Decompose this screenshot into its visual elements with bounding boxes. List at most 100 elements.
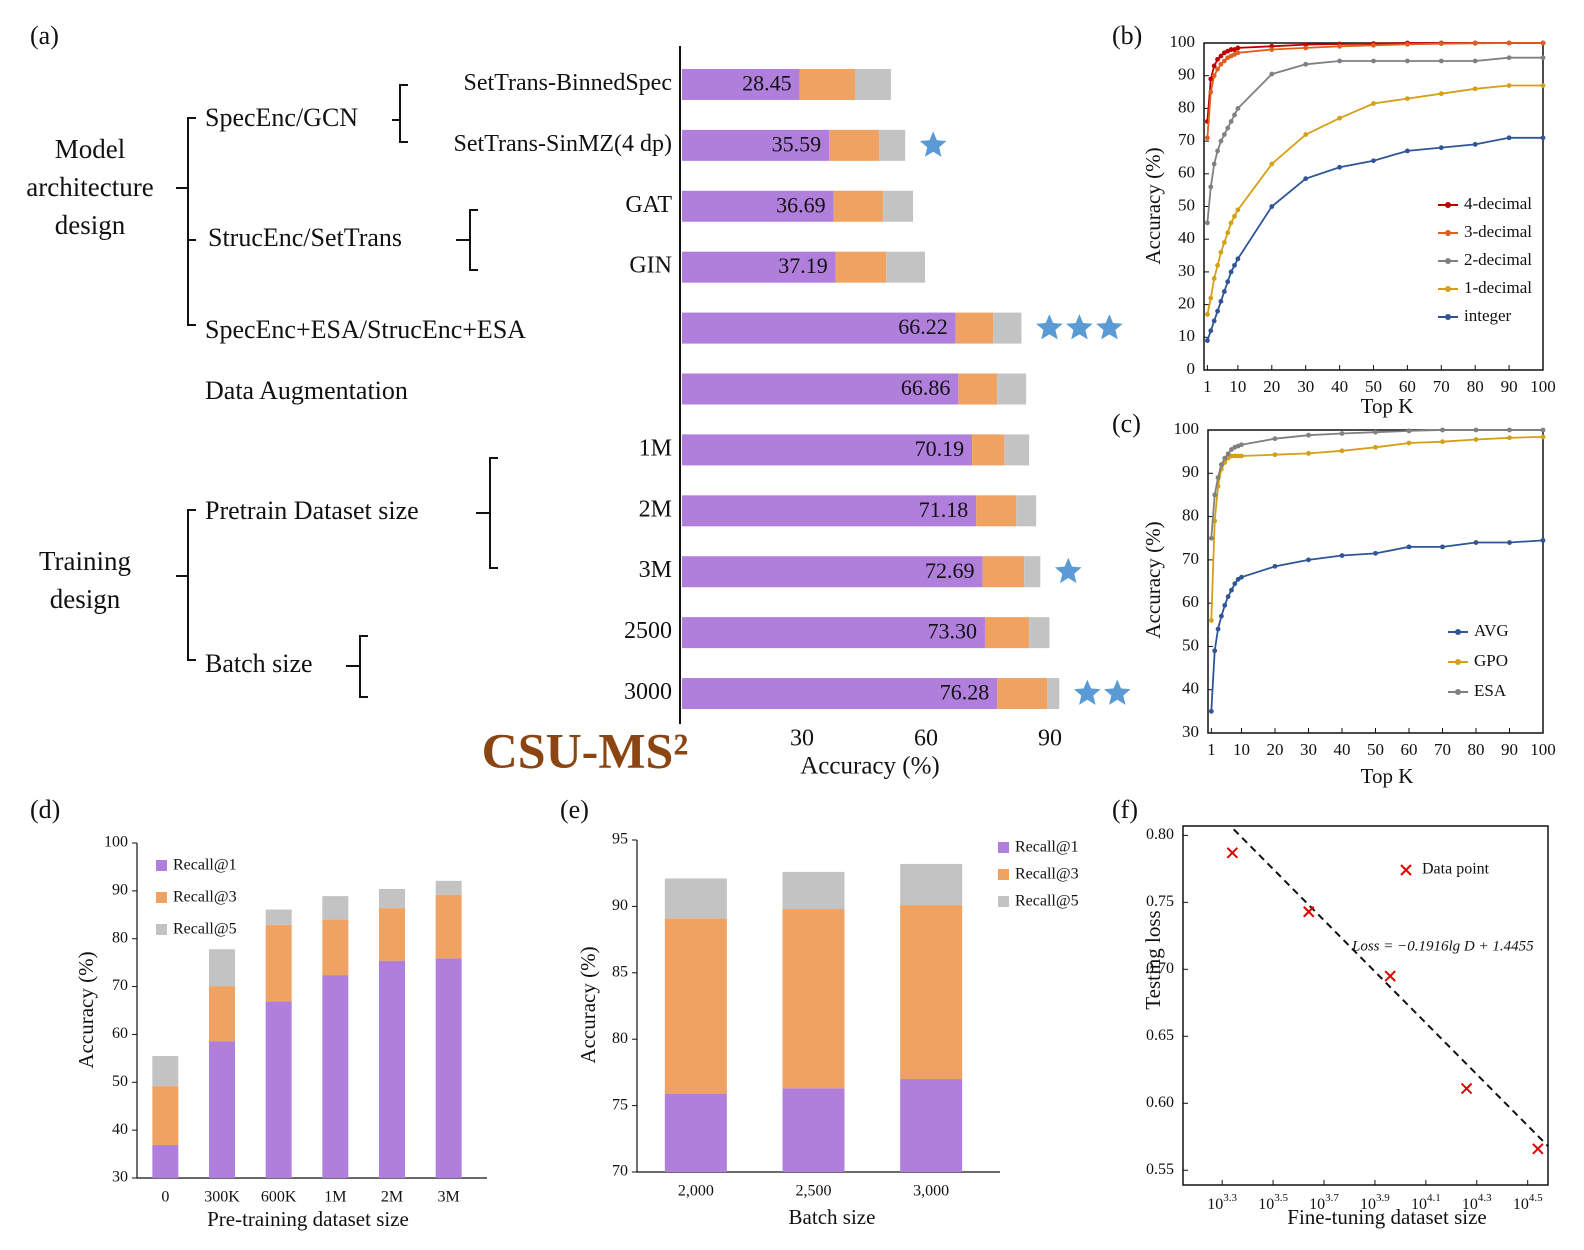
data-point [1272,452,1278,458]
data-point [1540,537,1546,543]
star-icon [1104,679,1131,705]
data-point [1306,432,1311,438]
bar-segment [682,556,983,588]
x-tick-label: 300K [204,1189,240,1206]
x-tick-label: 20 [1263,377,1280,396]
bracket [176,117,196,326]
legend-marker [1445,230,1451,236]
data-point [1225,594,1231,600]
data-point [1235,106,1241,111]
data-point [1473,427,1479,433]
data-point [1532,1143,1544,1155]
value-label: 36.69 [776,192,826,217]
x-tick-label: 104.3 [1462,1192,1492,1213]
star-icon [919,131,947,157]
plot-frame [1182,825,1549,1186]
bar-segment [997,373,1027,405]
legend-label: Recall@3 [173,889,237,906]
bar-segment [879,129,906,161]
y-tick-label: 50 [1182,635,1199,654]
y-tick-label: 85 [612,963,628,980]
y-tick-label: 0.65 [1146,1027,1174,1044]
bar-segment [682,312,956,344]
data-point [1225,279,1231,285]
x-tick-label: 3,000 [913,1183,949,1200]
y-tick-label: 100 [1170,32,1196,51]
y-tick-label: 80 [112,929,128,946]
data-point [1228,220,1234,226]
x-axis-label: Top K [1361,394,1414,418]
data-point [1232,262,1237,268]
data-point [1506,55,1512,61]
y-tick-label: 0.55 [1146,1161,1174,1178]
y-tick-label: 50 [1178,195,1195,214]
legend-label: 2-decimal [1464,250,1532,269]
x-tick-label: 103.9 [1360,1192,1390,1213]
bar-segment [799,68,855,100]
data-point [1473,437,1479,442]
bar-segment [682,129,830,161]
data-point [1438,41,1444,47]
x-tick-label: 30 [1297,377,1314,396]
x-tick-label: 80 [1467,377,1484,396]
value-label: 37.19 [778,253,828,278]
bar-segment [209,986,235,1042]
bar-segment [1004,434,1030,466]
bracket [456,209,478,271]
y-tick-label: 30 [112,1169,128,1186]
bar-segment [886,251,925,283]
y-tick-label: 90 [612,897,628,914]
value-label: 70.19 [915,436,965,461]
x-tick-label: 30 [790,726,814,752]
y-tick-label: 90 [112,882,128,899]
star-icon [1036,314,1063,340]
x-tick-label: 1 [1203,377,1212,396]
x-axis-label: Batch size [789,1205,876,1229]
legend-label: Recall@5 [173,921,237,938]
data-point [1371,158,1376,164]
tick-exponent: 4.1 [1427,1192,1441,1204]
data-point [1218,249,1224,255]
bar-segment [1016,495,1037,527]
data-point [1211,73,1217,79]
legend-label: AVG [1474,621,1509,640]
bar-segment [782,909,845,1089]
tick-base: 10 [1462,1196,1478,1213]
bar-segment [883,190,914,222]
y-tick-label: 0.75 [1146,893,1174,910]
value-label: 76.28 [940,680,990,705]
data-point [1232,213,1237,219]
data-point [1269,71,1275,77]
data-point [1269,161,1275,167]
star-icon [1074,679,1101,705]
data-point [1540,434,1546,440]
data-point [1371,101,1376,106]
legend-label: Recall@3 [1015,866,1079,883]
data-point [1373,550,1378,556]
data-point [1235,453,1241,459]
data-point [1540,40,1546,46]
bar-segment [209,1041,235,1178]
data-point [1306,450,1311,456]
bar-segment [322,896,349,920]
bar-segment [322,975,349,1178]
data-point [1272,563,1278,569]
y-tick-label: 60 [112,1025,128,1042]
data-point [1405,41,1410,47]
bracket [392,84,408,143]
group-label: Data Augmentation [205,376,408,405]
tick-exponent: 3.9 [1376,1192,1390,1204]
data-point [1219,613,1224,619]
x-tick-label: 2M [381,1189,403,1206]
data-point [1204,312,1210,317]
data-point [1337,115,1342,121]
category-label: GAT [625,192,672,218]
x-axis-label: Top K [1361,764,1414,788]
bar-segment [835,251,887,283]
data-point [1222,455,1228,461]
group-label: Batch size [205,649,313,678]
data-point [1540,83,1546,88]
bracket [476,457,498,569]
bar-segment [900,863,963,906]
bar-segment [900,905,963,1080]
